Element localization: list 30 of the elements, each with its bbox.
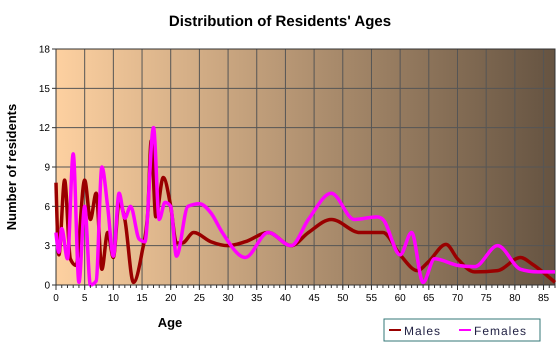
y-tick-label: 18 [38,44,50,56]
x-tick-label: 5 [82,293,88,304]
x-tick-label: 50 [337,293,349,304]
y-axis-title: Number of residents [4,104,19,230]
chart-title: Distribution of Residents' Ages [168,13,392,30]
legend-label: Females [474,324,528,338]
x-tick-label: 20 [165,293,177,304]
legend-label: Males [404,324,442,338]
y-tick-label: 3 [44,241,50,252]
x-tick-label: 35 [251,293,263,304]
y-tick-label: 6 [44,202,50,213]
x-tick-label: 40 [280,293,292,304]
y-tick-label: 0 [44,280,50,292]
y-tick-label: 15 [38,84,50,95]
x-tick-label: 85 [538,293,550,304]
x-tick-label: 0 [53,293,60,304]
x-tick-label: 15 [136,293,148,304]
x-tick-label: 70 [452,293,464,304]
x-axis-title: Age [158,315,182,330]
x-tick-label: 30 [222,293,234,304]
x-tick-label: 75 [480,293,492,304]
x-tick-label: 60 [394,293,406,304]
x-tick-label: 25 [194,293,206,304]
x-tick-label: 10 [108,293,120,304]
x-tick-label: 55 [366,293,378,304]
y-tick-label: 9 [44,162,50,174]
x-tick-label: 65 [423,293,435,304]
y-tick-label: 12 [38,123,50,134]
x-tick-label: 80 [509,293,521,304]
x-tick-label: 45 [308,293,320,304]
